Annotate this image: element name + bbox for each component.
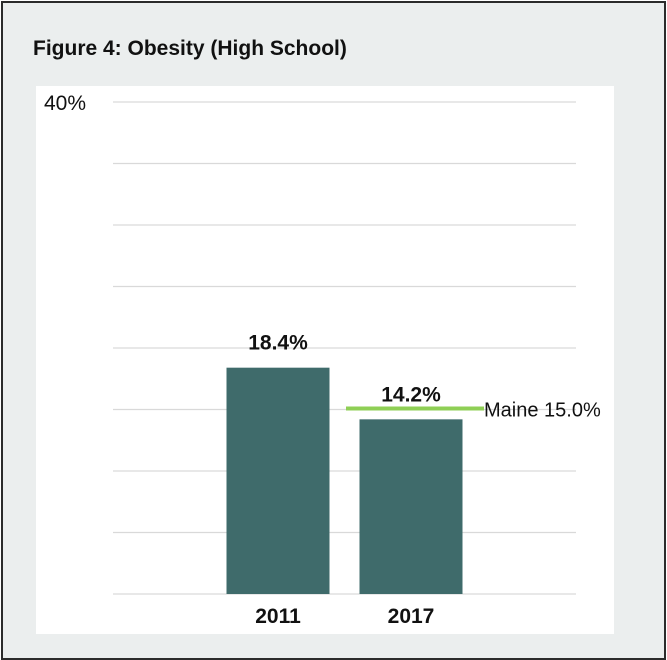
data-label: 14.2% [381, 383, 441, 406]
y-tick-label: 40% [44, 92, 86, 115]
figure-title: Figure 4: Obesity (High School) [33, 37, 347, 60]
x-tick-label: 2017 [388, 605, 435, 628]
x-tick-label: 2011 [255, 605, 301, 628]
bar [359, 419, 463, 594]
reference-line-label: Maine 15.0% [484, 400, 601, 422]
data-label: 18.4% [248, 332, 308, 355]
bar [226, 367, 330, 594]
